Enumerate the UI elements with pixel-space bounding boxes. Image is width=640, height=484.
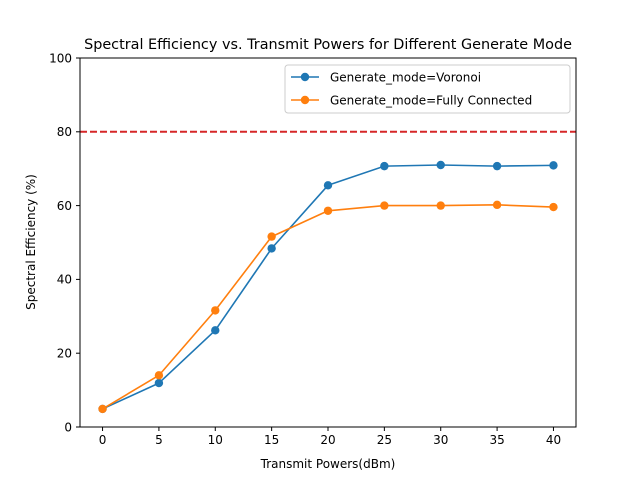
series-1-point-6 <box>436 201 445 210</box>
y-tick-label: 0 <box>64 420 72 434</box>
x-tick-label: 25 <box>377 433 392 447</box>
series-1-point-5 <box>380 201 389 210</box>
series-0-point-3 <box>267 244 276 253</box>
y-tick-label: 80 <box>57 125 72 139</box>
legend-label-0: Generate_mode=Voronoi <box>330 70 481 84</box>
y-tick-label: 20 <box>57 347 72 361</box>
series-0-point-5 <box>380 161 389 171</box>
series-0-point-8 <box>549 161 558 170</box>
x-tick-label: 30 <box>433 433 448 447</box>
x-tick-label: 5 <box>155 433 163 447</box>
x-tick-label: 40 <box>546 433 561 447</box>
series-0-point-6 <box>436 160 445 170</box>
x-tick-label: 10 <box>208 433 223 447</box>
series-1-point-2 <box>211 306 220 315</box>
series-1-point-7 <box>492 200 502 210</box>
legend-label-1: Generate_mode=Fully Connected <box>330 93 532 107</box>
series-0-point-2 <box>211 326 220 335</box>
legend-marker-0 <box>300 72 310 82</box>
x-tick-label: 0 <box>99 433 107 447</box>
legend: Generate_mode=Voronoi Generate_mode=Fully… <box>284 64 571 114</box>
series-1-point-4 <box>323 206 333 215</box>
legend-marker-1 <box>300 95 310 105</box>
x-tick-label: 35 <box>489 433 504 447</box>
series-0-point-4 <box>323 181 333 190</box>
chart-title: Spectral Efficiency vs. Transmit Powers … <box>84 37 572 53</box>
legend-box <box>284 64 571 114</box>
x-axis-label: Transmit Powers(dBm) <box>260 457 396 471</box>
series-1-point-8 <box>549 202 558 212</box>
x-tick-label: 20 <box>320 433 335 447</box>
series-1-point-3 <box>267 232 276 241</box>
series-0-point-1 <box>154 378 164 388</box>
series-0-point-7 <box>492 161 502 171</box>
y-tick-label: 100 <box>49 51 72 65</box>
y-tick-label: 60 <box>57 199 72 213</box>
plot-area: 0 5 10 15 20 25 30 35 40 0 20 40 60 80 100 <box>49 51 577 447</box>
series-1-point-0 <box>98 404 107 414</box>
x-tick-label: 15 <box>264 433 279 447</box>
y-axis-label: Spectral Efficiency (%) <box>24 174 38 310</box>
y-tick-label: 40 <box>57 273 72 287</box>
series-1-point-1 <box>154 371 164 380</box>
